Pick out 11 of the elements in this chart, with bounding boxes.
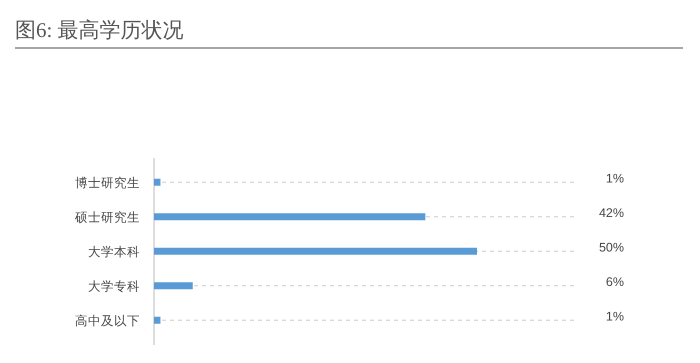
data-label: 42% xyxy=(598,206,624,220)
y-tick-label: 硕士研究生 xyxy=(74,210,140,224)
y-tick-label: 大学专科 xyxy=(88,279,140,294)
y-tick-label: 大学本科 xyxy=(88,244,140,259)
y-tick-label: 高中及以下 xyxy=(75,312,140,328)
data-label: 50% xyxy=(598,240,624,254)
y-tick-label: 博士研究生 xyxy=(75,176,140,190)
data-label: 6% xyxy=(606,274,624,289)
data-label: 1% xyxy=(606,171,624,186)
title: 图6: 最高学历状况 xyxy=(15,18,184,42)
data-label: 1% xyxy=(606,309,624,324)
